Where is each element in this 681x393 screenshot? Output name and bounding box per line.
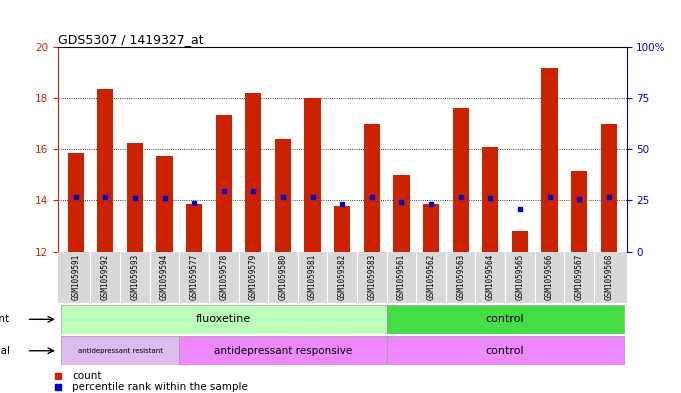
Text: GSM1059591: GSM1059591 bbox=[71, 254, 80, 300]
Text: GSM1059577: GSM1059577 bbox=[189, 254, 199, 300]
Text: GSM1059566: GSM1059566 bbox=[545, 254, 554, 300]
Bar bbox=[245, 93, 262, 252]
Bar bbox=[61, 336, 179, 365]
Bar bbox=[216, 115, 232, 252]
Text: control: control bbox=[486, 346, 524, 356]
Text: GSM1059567: GSM1059567 bbox=[575, 254, 584, 300]
Bar bbox=[387, 336, 624, 365]
Bar bbox=[61, 305, 387, 334]
Text: GSM1059583: GSM1059583 bbox=[367, 254, 377, 300]
Text: GSM1059581: GSM1059581 bbox=[308, 254, 317, 300]
Bar bbox=[601, 124, 617, 252]
Bar bbox=[334, 206, 350, 252]
Bar bbox=[67, 153, 84, 252]
Bar bbox=[423, 204, 439, 252]
Bar bbox=[97, 89, 114, 252]
Bar bbox=[275, 139, 291, 252]
Text: GSM1059580: GSM1059580 bbox=[279, 254, 287, 300]
Bar bbox=[157, 156, 173, 252]
Text: percentile rank within the sample: percentile rank within the sample bbox=[72, 382, 248, 393]
Bar bbox=[394, 175, 409, 252]
Text: fluoxetine: fluoxetine bbox=[196, 314, 251, 324]
Text: GSM1059561: GSM1059561 bbox=[397, 254, 406, 300]
Bar bbox=[452, 108, 469, 252]
Text: GSM1059594: GSM1059594 bbox=[160, 254, 169, 300]
Bar bbox=[387, 305, 624, 334]
Bar bbox=[186, 204, 202, 252]
Bar bbox=[541, 68, 558, 252]
Text: GSM1059592: GSM1059592 bbox=[101, 254, 110, 300]
Text: GDS5307 / 1419327_at: GDS5307 / 1419327_at bbox=[58, 33, 204, 46]
Bar bbox=[127, 143, 143, 252]
Text: individual: individual bbox=[0, 346, 10, 356]
Bar bbox=[511, 231, 528, 252]
Text: GSM1059565: GSM1059565 bbox=[516, 254, 524, 300]
Text: count: count bbox=[72, 371, 101, 381]
Text: agent: agent bbox=[0, 314, 10, 324]
Text: GSM1059568: GSM1059568 bbox=[604, 254, 614, 300]
Bar bbox=[482, 147, 498, 252]
Text: control: control bbox=[486, 314, 524, 324]
Text: GSM1059564: GSM1059564 bbox=[486, 254, 495, 300]
Text: GSM1059562: GSM1059562 bbox=[426, 254, 436, 300]
Bar bbox=[304, 98, 321, 252]
Text: antidepressant responsive: antidepressant responsive bbox=[214, 346, 352, 356]
Text: GSM1059578: GSM1059578 bbox=[219, 254, 228, 300]
Bar bbox=[364, 124, 380, 252]
Bar bbox=[571, 171, 587, 252]
Bar bbox=[179, 336, 387, 365]
Text: GSM1059563: GSM1059563 bbox=[456, 254, 465, 300]
Text: GSM1059582: GSM1059582 bbox=[338, 254, 347, 300]
Text: GSM1059593: GSM1059593 bbox=[130, 254, 140, 300]
Text: antidepressant resistant: antidepressant resistant bbox=[78, 348, 163, 354]
Text: GSM1059579: GSM1059579 bbox=[249, 254, 258, 300]
